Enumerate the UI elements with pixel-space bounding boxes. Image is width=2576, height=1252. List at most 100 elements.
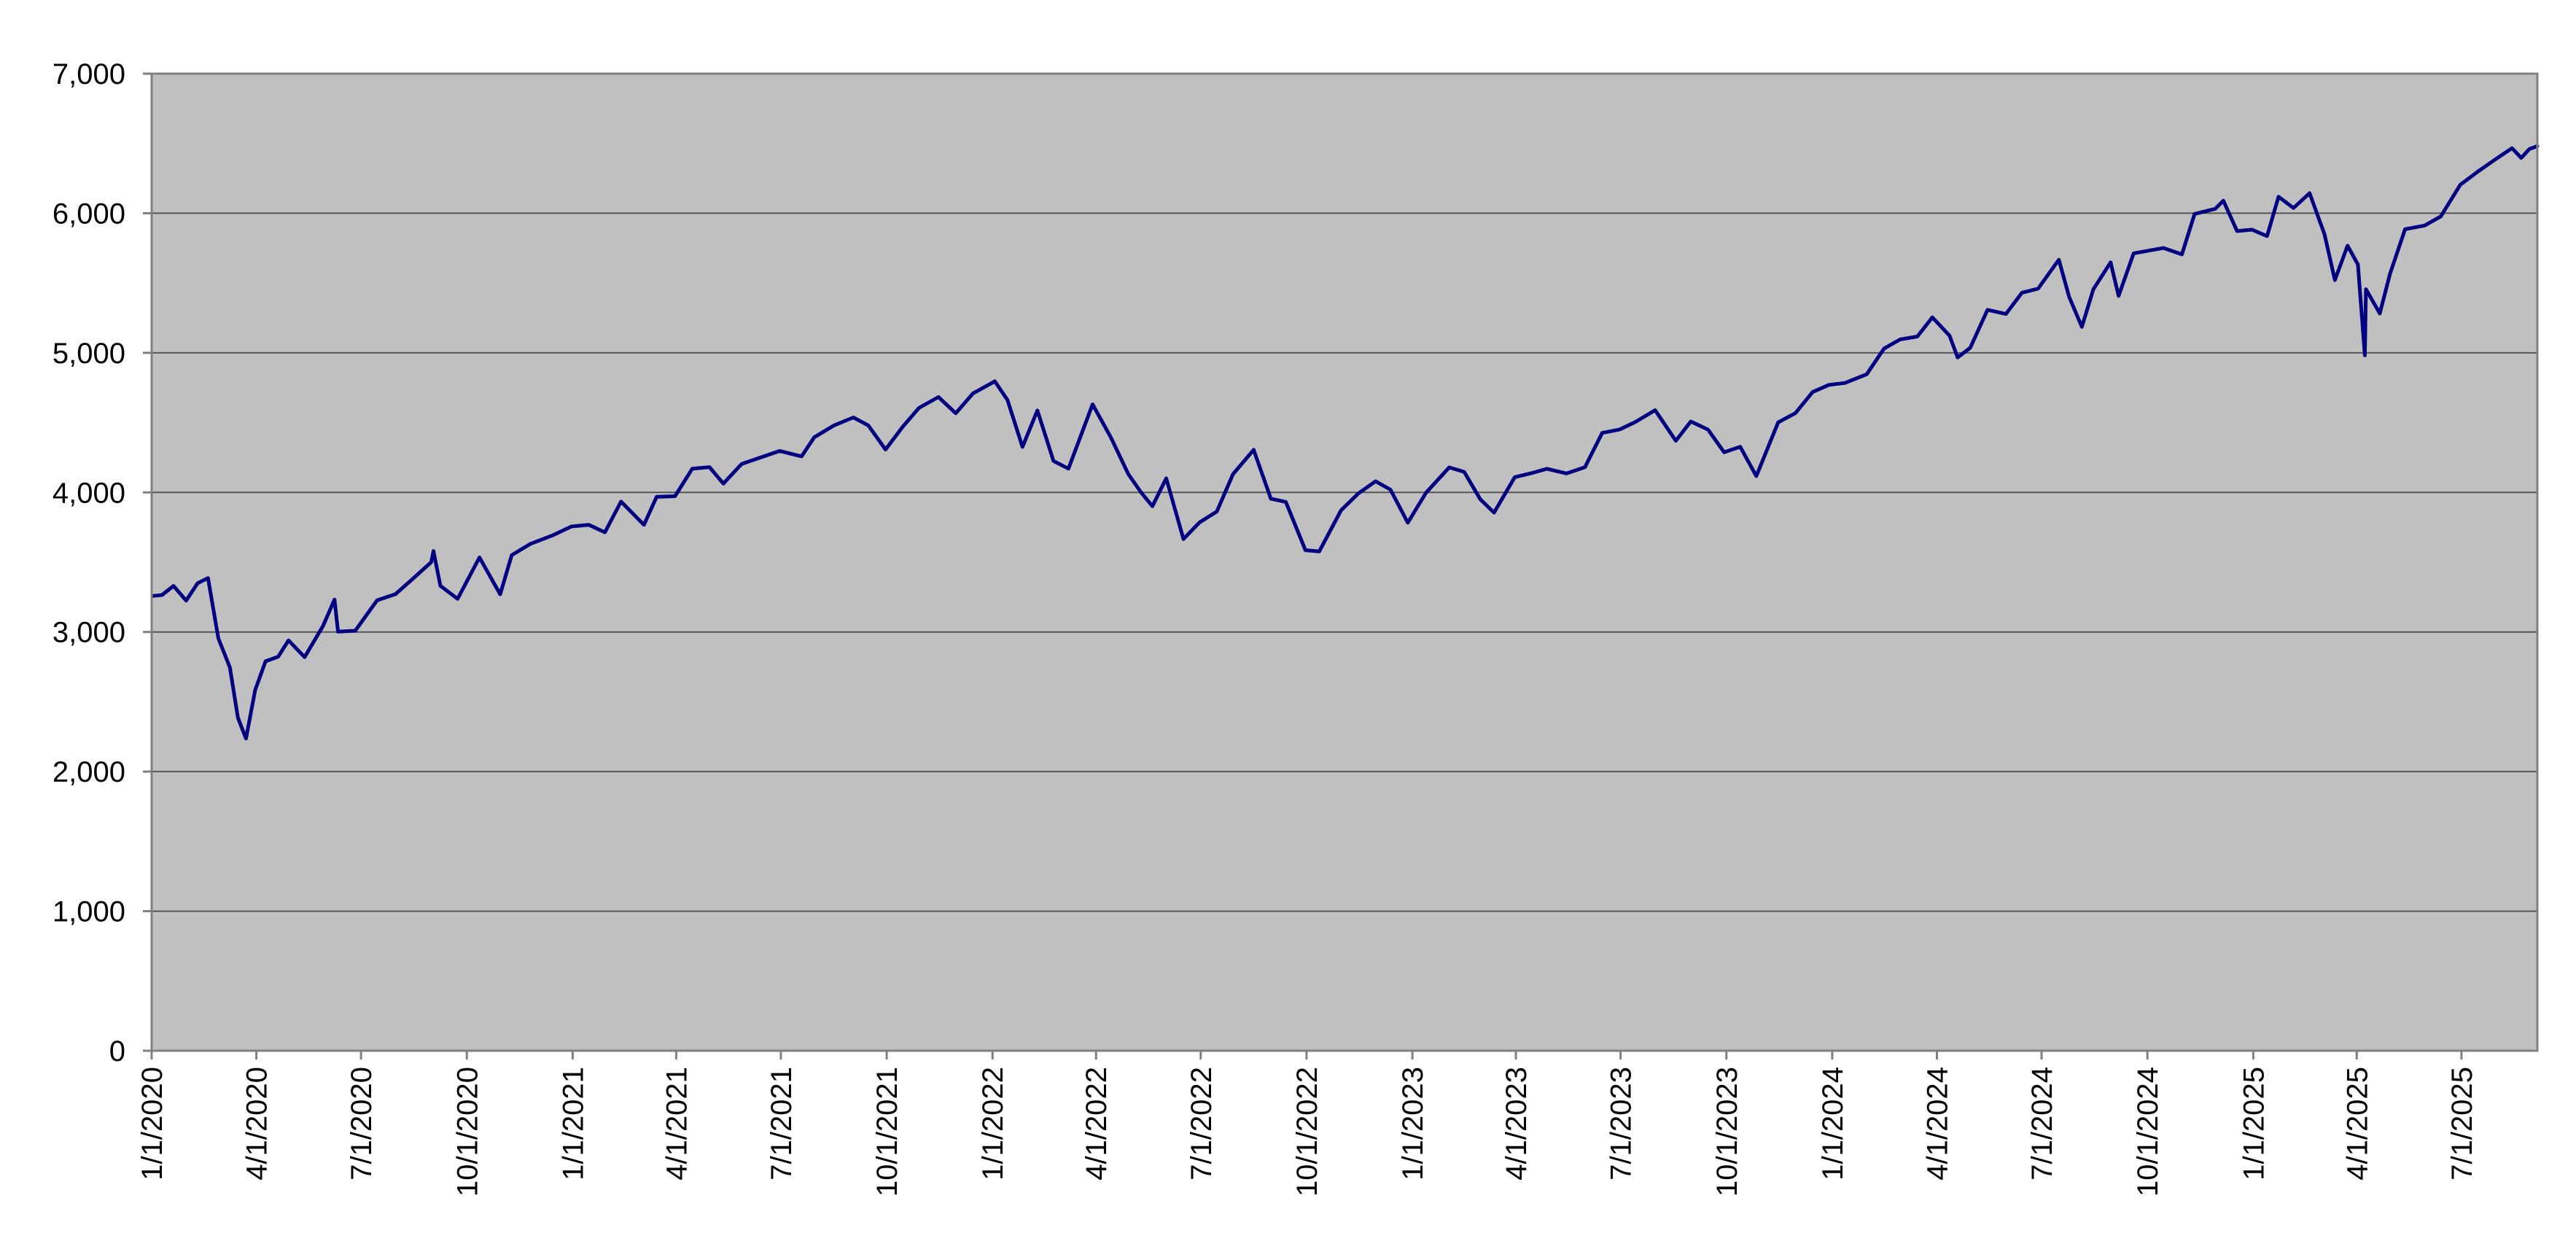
data-point	[2252, 229, 2253, 230]
x-tick-label: 10/1/2023	[1711, 1067, 1743, 1197]
data-point	[1479, 499, 1481, 500]
x-tick: 10/1/2023	[1711, 1051, 1743, 1197]
x-tick: 7/1/2024	[2026, 1051, 2058, 1181]
x-tick-label: 4/1/2020	[241, 1067, 273, 1181]
x-tick-label: 7/1/2023	[1606, 1067, 1638, 1181]
data-point	[2021, 292, 2023, 293]
data-point	[833, 425, 835, 427]
data-point	[440, 585, 441, 586]
y-tick-label: 7,000	[52, 58, 125, 90]
x-tick: 4/1/2025	[2341, 1051, 2373, 1181]
x-tick: 4/1/2021	[661, 1051, 693, 1181]
data-point	[1546, 468, 1548, 470]
data-point	[885, 449, 887, 451]
gridlines	[152, 212, 2537, 912]
x-tick-label: 7/1/2025	[2446, 1067, 2478, 1181]
data-point	[1390, 489, 1391, 491]
x-tick-label: 7/1/2024	[2026, 1067, 2058, 1181]
x-tick: 10/1/2024	[2132, 1051, 2164, 1197]
data-point	[229, 666, 230, 668]
data-point	[173, 586, 174, 587]
data-point	[2365, 289, 2367, 290]
x-tick: 10/1/2022	[1291, 1051, 1323, 1197]
data-point	[1883, 348, 1885, 349]
data-point	[1449, 467, 1450, 468]
y-tick: 3,000	[52, 617, 152, 649]
data-point	[868, 424, 869, 426]
data-point	[2118, 295, 2120, 297]
data-point	[1463, 471, 1465, 473]
y-tick-label: 3,000	[52, 617, 125, 649]
data-point	[288, 639, 289, 641]
y-tick: 2,000	[52, 756, 152, 788]
data-point	[218, 638, 219, 639]
data-point	[1285, 501, 1287, 502]
y-tick: 5,000	[52, 338, 152, 370]
data-point	[741, 463, 742, 464]
data-point	[1675, 440, 1676, 442]
data-point	[1110, 437, 1112, 438]
data-point	[1917, 336, 1918, 338]
data-point	[1654, 410, 1656, 411]
data-point	[1140, 491, 1142, 493]
data-point	[185, 600, 187, 602]
x-tick: 7/1/2021	[766, 1051, 798, 1181]
x-tick-label: 4/1/2021	[661, 1067, 693, 1181]
data-point	[1619, 429, 1620, 430]
data-point	[322, 625, 324, 626]
x-tick: 1/1/2020	[136, 1051, 168, 1181]
x-tick-label: 7/1/2020	[346, 1067, 378, 1181]
data-point	[852, 417, 854, 419]
x-tick: 4/1/2022	[1081, 1051, 1113, 1181]
data-point	[1866, 373, 1867, 375]
x-tick: 10/1/2021	[871, 1051, 903, 1197]
data-point	[2347, 245, 2349, 246]
y-tick-label: 6,000	[52, 198, 125, 230]
x-tick: 7/1/2023	[1606, 1051, 1638, 1181]
x-tick-label: 7/1/2021	[766, 1067, 798, 1181]
x-tick: 7/1/2022	[1186, 1051, 1218, 1181]
data-point	[1601, 432, 1603, 434]
data-point	[1844, 382, 1845, 384]
y-tick: 7,000	[52, 58, 152, 90]
data-point	[354, 630, 356, 631]
data-point	[161, 594, 163, 596]
data-point	[2037, 288, 2039, 289]
data-point	[2069, 296, 2070, 298]
data-point	[334, 599, 335, 600]
data-point	[2214, 208, 2216, 209]
data-point	[2309, 193, 2311, 194]
data-point	[553, 534, 554, 536]
data-point	[479, 557, 480, 559]
data-point	[955, 413, 957, 414]
data-point	[1270, 498, 1272, 499]
x-tick-label: 10/1/2021	[871, 1067, 903, 1197]
data-point	[411, 579, 413, 580]
data-point	[1690, 421, 1692, 422]
data-point	[376, 599, 378, 601]
x-tick-label: 1/1/2024	[1817, 1067, 1849, 1181]
data-point	[588, 524, 590, 526]
data-point	[338, 631, 339, 632]
data-point	[1740, 446, 1741, 448]
data-point	[2163, 247, 2164, 249]
y-tick-label: 5,000	[52, 338, 125, 370]
x-tick: 7/1/2025	[2446, 1051, 2478, 1181]
data-point	[2093, 289, 2094, 290]
data-point	[723, 483, 724, 484]
y-tick-label: 2,000	[52, 756, 125, 788]
data-point	[2495, 158, 2497, 160]
data-point	[304, 656, 306, 658]
data-point	[918, 408, 919, 409]
data-point	[2133, 252, 2134, 254]
data-point	[1425, 492, 1427, 494]
y-tick: 6,000	[52, 198, 152, 230]
data-point	[2511, 147, 2513, 149]
data-point	[801, 456, 802, 457]
series-line	[151, 144, 2540, 741]
data-point	[2334, 279, 2335, 281]
data-point	[1584, 467, 1586, 468]
data-point	[674, 496, 676, 497]
y-tick-label: 1,000	[52, 896, 125, 928]
data-point	[2529, 148, 2530, 149]
